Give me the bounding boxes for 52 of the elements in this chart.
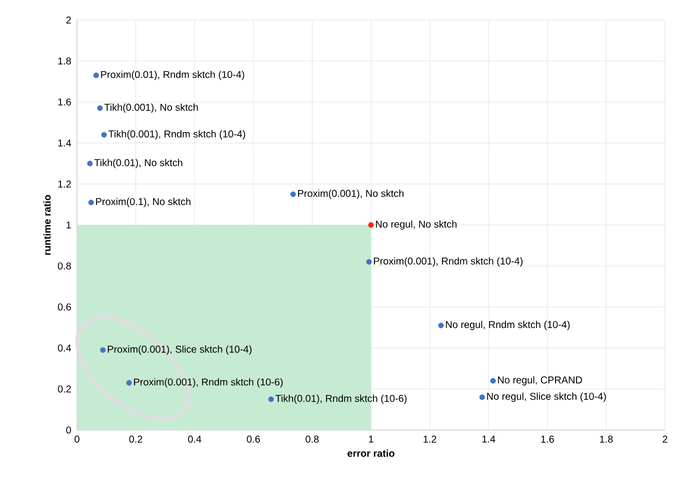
annotation: Tikh(0.001), Rndm sktch (10-4): [108, 130, 246, 140]
point: [438, 322, 444, 328]
point: [366, 259, 372, 265]
annotation: Proxim(0.01), Rndm sktch (10-4): [101, 70, 244, 80]
y-tick-label: 1.2: [58, 180, 71, 188]
x-tick-label: 0.4: [188, 436, 202, 443]
point: [87, 160, 93, 166]
y-tick-label: 0.6: [58, 303, 71, 311]
x-tick-label: 1.2: [424, 436, 436, 443]
y-tick-label: 1.6: [58, 98, 71, 106]
x-tick-label: 0.6: [246, 436, 260, 443]
y-tick-label: 1: [66, 222, 71, 228]
y-axis-title: runtime ratio: [43, 194, 51, 255]
annotation: Proxim(0.001), Slice sktch (10-4): [108, 345, 252, 355]
annotation: Proxim(0.001), Rndm sktch (10-4): [374, 257, 523, 267]
annotation: No regul, Slice sktch (10-4): [487, 392, 606, 402]
y-tick-label: 0.2: [58, 385, 71, 393]
point: [268, 396, 274, 402]
x-tick-label: 0.2: [129, 436, 142, 443]
x-tick-label: 0.8: [306, 436, 319, 443]
point: [126, 380, 132, 386]
point: [290, 191, 296, 198]
point: [93, 72, 99, 78]
annotation: No regul, Rndm sktch (10-4): [446, 320, 570, 330]
y-tick-label: 1.8: [58, 57, 71, 65]
point: [479, 394, 485, 400]
annotation: No regul, No sktch: [376, 220, 456, 230]
x-tick-label: 1: [369, 436, 374, 442]
annotation: Tikh(0.01), Rndm sktch (10-6): [275, 394, 407, 404]
x-tick-label: 1.4: [482, 436, 496, 442]
x-tick-label: 0: [74, 436, 80, 443]
point: [88, 200, 94, 206]
point: [490, 378, 496, 384]
x-axis-title: error ratio: [348, 450, 394, 457]
y-tick-label: 0: [66, 426, 71, 434]
annotation: Tikh(0.01), No sktch: [94, 158, 182, 168]
point: [97, 105, 103, 111]
y-tick-label: 2: [66, 16, 71, 24]
x-tick-label: 1.8: [600, 436, 613, 443]
x-tick-label: 2: [662, 436, 668, 443]
y-tick-label: 1.4: [58, 140, 72, 146]
annotation: Proxim(0.1), No sktch: [96, 198, 190, 208]
x-tick-label: 1.6: [541, 436, 554, 443]
annotation: No regul, CPRAND: [498, 376, 582, 386]
annotation: Proxim(0.001), No sktch: [298, 190, 404, 199]
point: [100, 347, 106, 353]
y-tick-label: 0.4: [58, 344, 72, 352]
annotation: Tikh(0.001), No sktch: [104, 104, 198, 113]
point: [101, 132, 107, 138]
point: [368, 222, 374, 228]
y-tick-label: 0.8: [58, 262, 71, 270]
annotation: Proxim(0.001), Rndm sktch (10-6): [134, 378, 283, 388]
